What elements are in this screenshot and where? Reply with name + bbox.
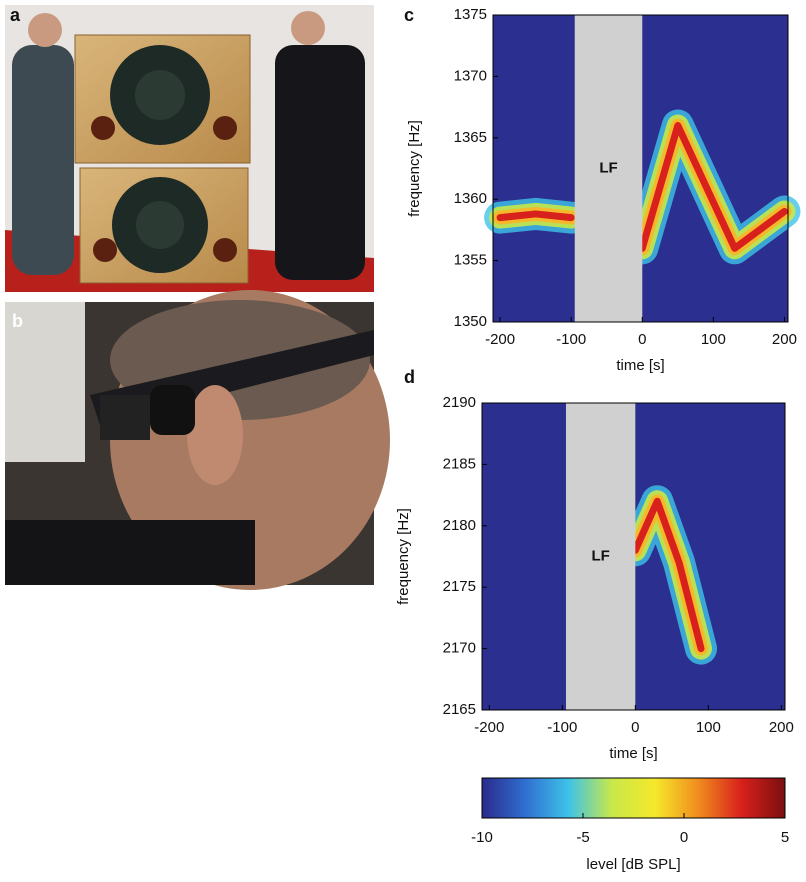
y-tick-label: 2190: [443, 394, 476, 411]
ridge: [484, 109, 801, 265]
x-axis-label: time [s]: [616, 357, 664, 374]
x-tick-label: 5: [781, 829, 789, 846]
y-tick-label: 1350: [454, 313, 487, 330]
photo-a-right: [262, 5, 374, 292]
y-tick-label: 1355: [454, 252, 487, 269]
ridge-line: [631, 497, 705, 653]
x-tick-label: 0: [638, 331, 646, 348]
ridge: [619, 485, 718, 665]
x-tick-label: -10: [471, 829, 493, 846]
y-tick-label: 2180: [443, 517, 476, 534]
annotation: LF: [591, 547, 609, 564]
y-tick-label: 1360: [454, 190, 487, 207]
colorbar: [481, 777, 786, 819]
y-axis-label: frequency [Hz]: [395, 508, 412, 605]
x-tick-label: 200: [769, 719, 794, 736]
x-tick-label: 100: [701, 331, 726, 348]
x-tick-label: -100: [556, 331, 586, 348]
y-tick-label: 2165: [443, 701, 476, 718]
x-tick-label: 0: [631, 719, 639, 736]
photo-a: [5, 5, 262, 292]
x-tick-label: 100: [696, 719, 721, 736]
blanked-interval: [574, 15, 643, 322]
annotation: LF: [599, 159, 617, 176]
y-tick-label: 1365: [454, 129, 487, 146]
y-tick-label: 2170: [443, 640, 476, 657]
x-axis-label: time [s]: [609, 745, 657, 762]
x-tick-label: -200: [474, 719, 504, 736]
y-axis-label: frequency [Hz]: [406, 120, 423, 217]
x-axis-label: level [dB SPL]: [586, 856, 680, 873]
photo-b: [5, 290, 390, 590]
x-tick-label: 0: [680, 829, 688, 846]
x-tick-label: -200: [485, 331, 515, 348]
x-tick-label: -100: [547, 719, 577, 736]
panel-label: b: [12, 311, 23, 331]
ridge-line: [496, 122, 788, 252]
y-tick-label: 2175: [443, 578, 476, 595]
y-tick-label: 1370: [454, 67, 487, 84]
plot-frame: [481, 402, 786, 711]
panel-label: a: [10, 5, 21, 25]
panel-label: c: [404, 5, 414, 25]
x-tick-label: -5: [576, 829, 589, 846]
y-tick-label: 1375: [454, 6, 487, 23]
panel-label: d: [404, 367, 415, 387]
plot-frame: [492, 14, 789, 323]
y-tick-label: 2185: [443, 455, 476, 472]
x-tick-label: 200: [772, 331, 797, 348]
blanked-interval: [565, 403, 636, 710]
